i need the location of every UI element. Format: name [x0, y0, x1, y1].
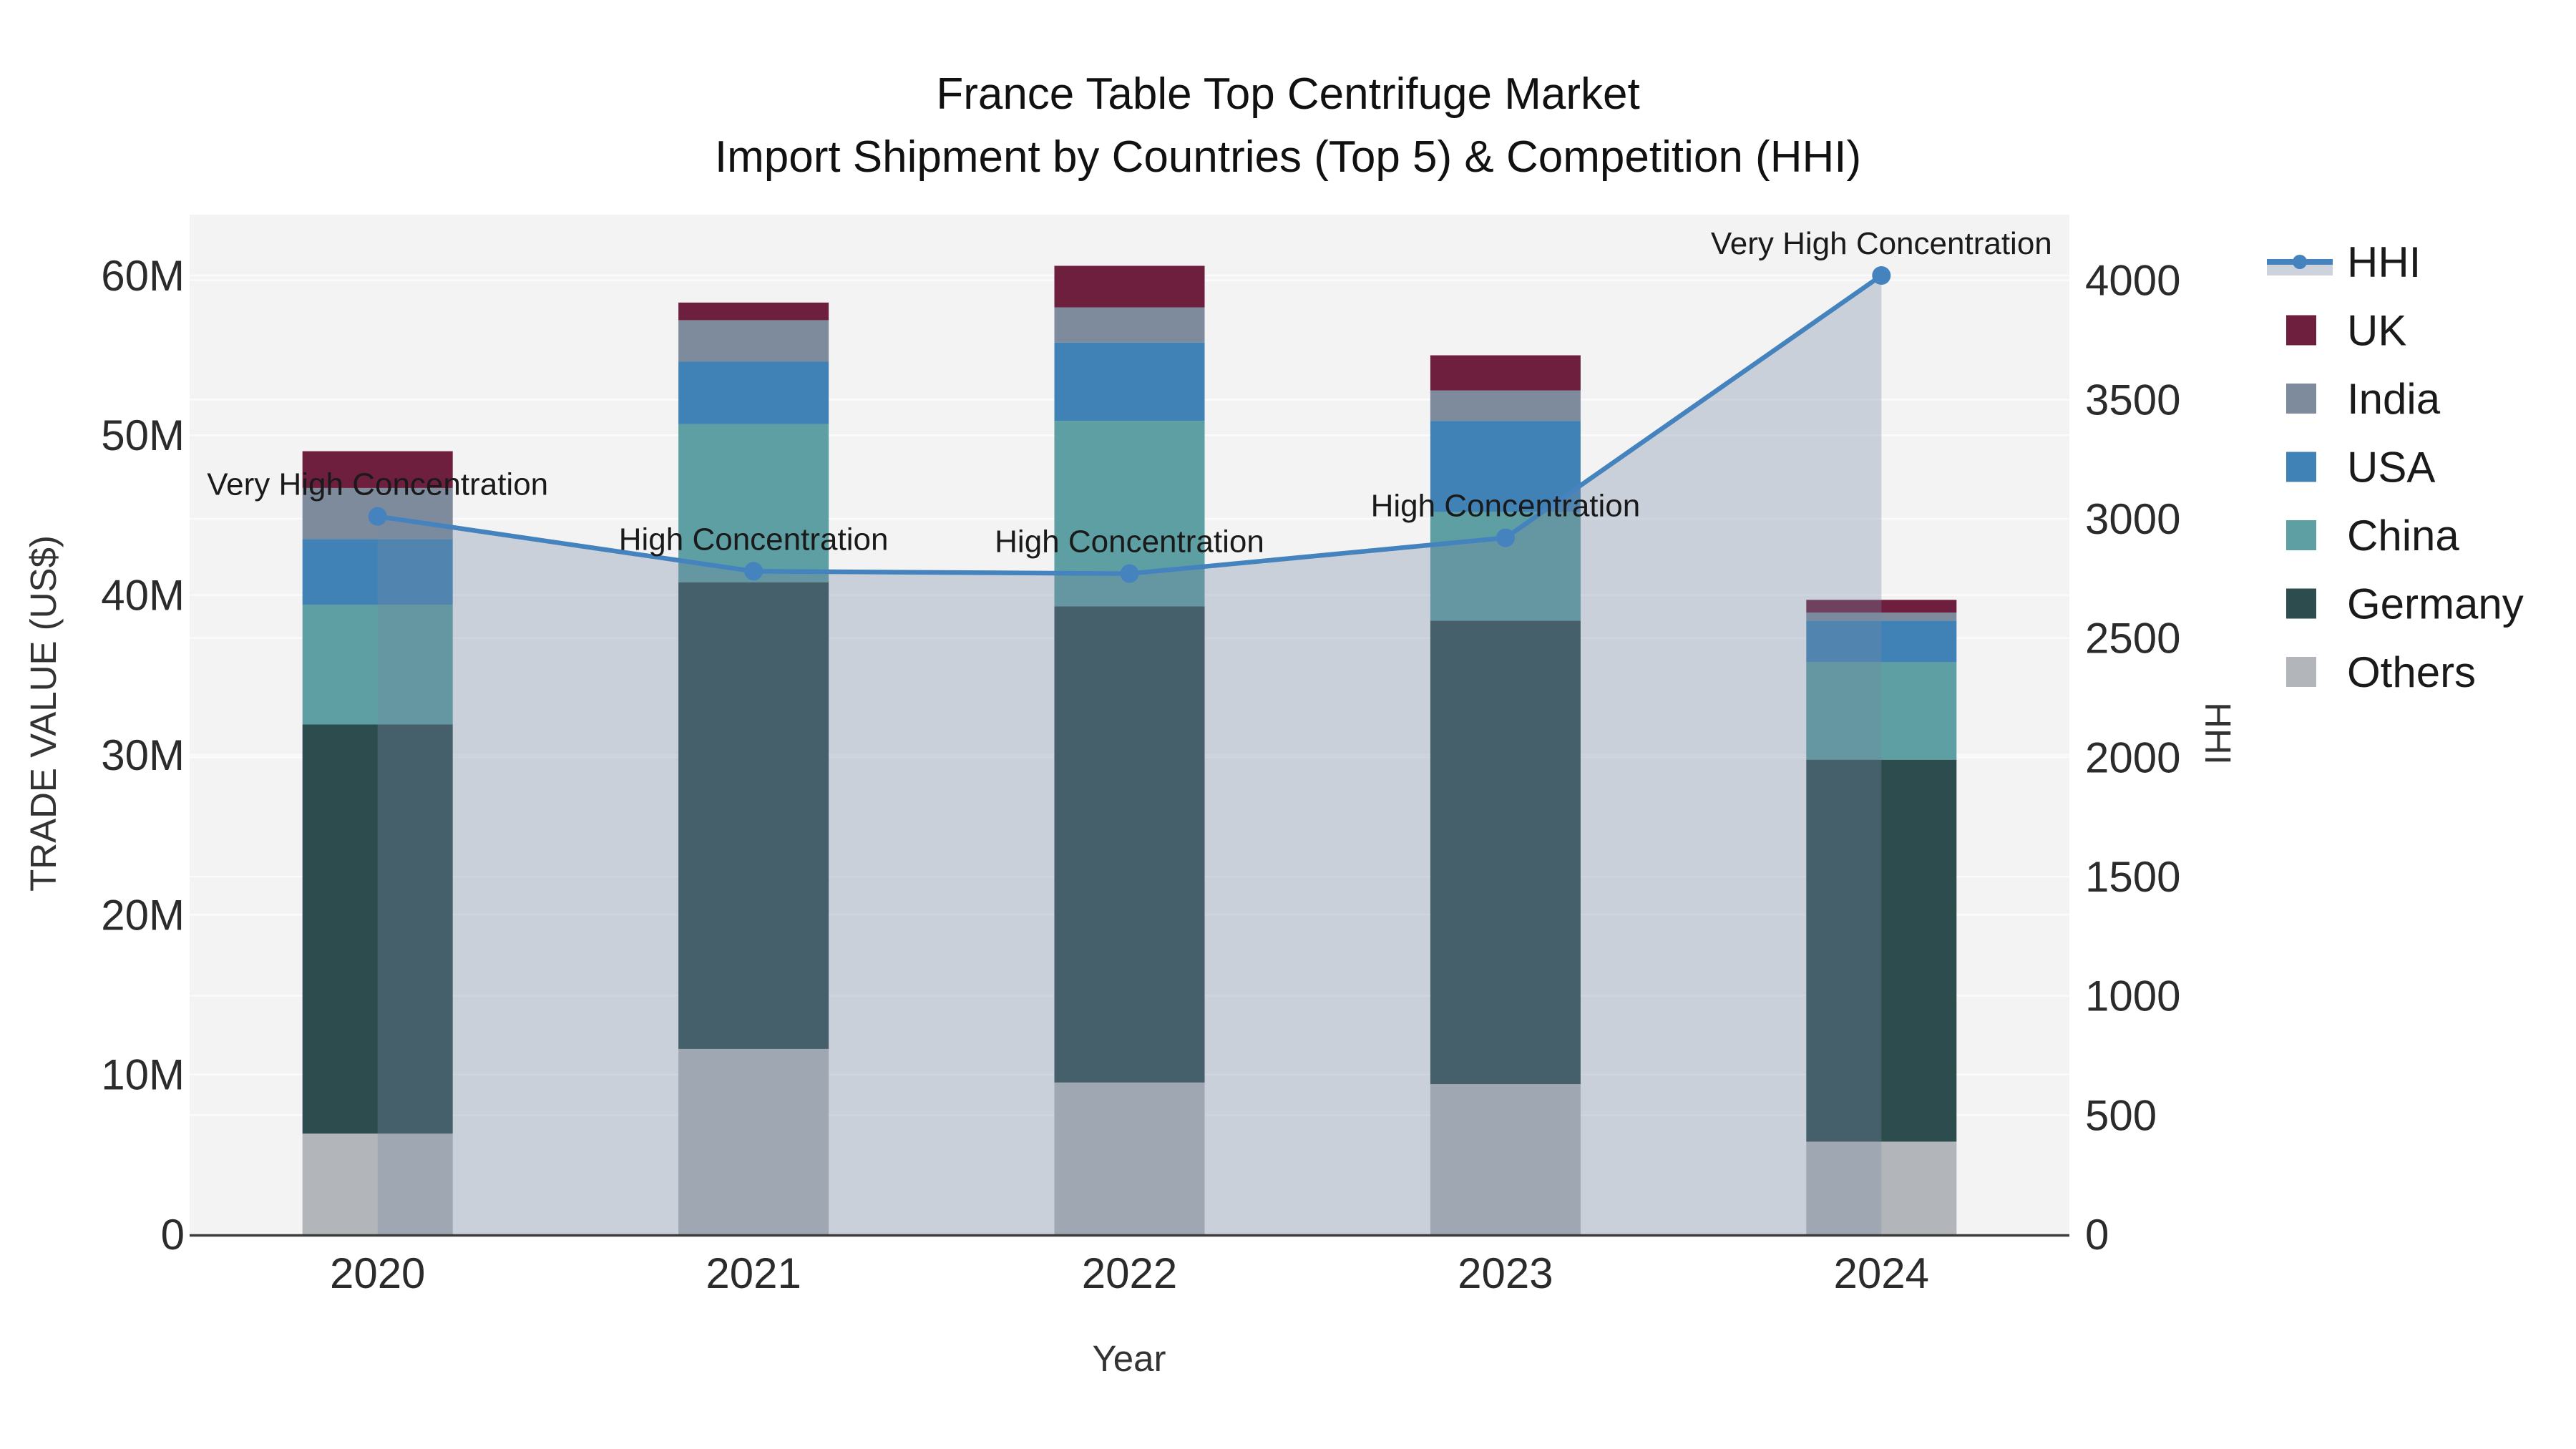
hhi-marker-2020[interactable] [368, 507, 387, 526]
y-right-tick-3000: 3000 [2085, 495, 2180, 543]
y-right-tick-2500: 2500 [2085, 615, 2180, 663]
legend-swatch-china [2286, 520, 2316, 550]
bar-segment-germany-2021[interactable] [678, 582, 829, 1049]
bar-segment-uk-2022[interactable] [1054, 265, 1205, 308]
hhi-area-fill [377, 275, 1882, 1234]
bar-segment-uk-2021[interactable] [678, 302, 829, 321]
bar-segment-uk-2023[interactable] [1430, 355, 1581, 391]
hhi-line-layer [368, 266, 1891, 583]
legend-label-germany: Germany [2347, 580, 2524, 628]
bar-segment-germany-2024[interactable] [1806, 759, 1957, 1142]
hhi-marker-2024[interactable] [1872, 266, 1891, 285]
x-tick-2020: 2020 [330, 1249, 425, 1297]
y-right-tick-4000: 4000 [2085, 257, 2180, 305]
legend-item-hhi[interactable]: HHI [2267, 238, 2421, 286]
legend-label-china: China [2347, 512, 2459, 560]
hhi-marker-2021[interactable] [744, 562, 763, 581]
annotation-2020: Very High Concentration [207, 467, 548, 502]
bar-segment-uk-2020[interactable] [302, 451, 453, 488]
legend-swatch-usa [2286, 452, 2316, 482]
y-left-tick-60M: 60M [101, 252, 185, 300]
bar-segment-uk-2024[interactable] [1806, 600, 1957, 613]
annotation-2024: Very High Concentration [1711, 226, 2052, 261]
legend: HHI UK India USA China Germany Others [2267, 238, 2524, 696]
x-tick-2024: 2024 [1834, 1249, 1929, 1297]
chart-title-line2: Import Shipment by Countries (Top 5) & C… [715, 132, 1861, 182]
bar-segment-usa-2023[interactable] [1430, 421, 1581, 512]
bar-segment-others-2020[interactable] [302, 1133, 453, 1234]
bars-layer [302, 265, 1957, 1234]
y-right-tick-0: 0 [2085, 1211, 2109, 1259]
bar-segment-usa-2024[interactable] [1806, 620, 1957, 663]
bar-segment-others-2021[interactable] [678, 1048, 829, 1234]
bar-segment-germany-2023[interactable] [1430, 620, 1581, 1085]
y-right-tick-2000: 2000 [2085, 733, 2180, 781]
bar-segment-india-2023[interactable] [1430, 390, 1581, 421]
y-right-tick-1000: 1000 [2085, 972, 2180, 1020]
bar-segment-china-2021[interactable] [678, 424, 829, 582]
x-tick-2023: 2023 [1458, 1249, 1553, 1297]
y-left-tick-40M: 40M [101, 572, 185, 620]
legend-item-germany[interactable]: Germany [2286, 580, 2524, 628]
bar-segment-india-2021[interactable] [678, 320, 829, 362]
y-axis-title-right: HHI [2197, 702, 2238, 765]
legend-hhi-band [2267, 265, 2333, 275]
x-tick-2022: 2022 [1082, 1249, 1177, 1297]
legend-swatch-uk [2286, 315, 2316, 346]
legend-item-china[interactable]: China [2286, 512, 2459, 560]
annotation-2022: High Concentration [995, 525, 1264, 560]
bar-segment-others-2024[interactable] [1806, 1141, 1957, 1234]
legend-swatch-germany [2286, 588, 2316, 619]
legend-hhi-marker [2293, 255, 2307, 269]
y-left-tick-30M: 30M [101, 731, 185, 779]
bar-segment-others-2023[interactable] [1430, 1084, 1581, 1234]
annotations-layer: Very High Concentration High Concentratio… [207, 226, 2052, 560]
hhi-marker-2022[interactable] [1120, 564, 1139, 583]
bar-segment-germany-2022[interactable] [1054, 606, 1205, 1083]
legend-item-uk[interactable]: UK [2286, 307, 2406, 355]
y-left-tick-0: 0 [161, 1211, 185, 1259]
y-right-tick-1500: 1500 [2085, 853, 2180, 901]
bar-segment-india-2024[interactable] [1806, 613, 1957, 621]
x-axis-title: Year [1092, 1338, 1166, 1379]
bar-segment-usa-2022[interactable] [1054, 342, 1205, 421]
bar-segment-others-2022[interactable] [1054, 1082, 1205, 1234]
y-right-tick-500: 500 [2085, 1091, 2157, 1139]
bar-segment-usa-2021[interactable] [678, 361, 829, 424]
bar-segment-china-2020[interactable] [302, 604, 453, 725]
bar-segment-usa-2020[interactable] [302, 539, 453, 605]
y-left-tick-50M: 50M [101, 411, 185, 459]
legend-item-usa[interactable]: USA [2286, 444, 2435, 492]
chart-title-line1: France Table Top Centrifuge Market [936, 69, 1639, 119]
legend-label-hhi: HHI [2347, 238, 2421, 286]
hhi-marker-2023[interactable] [1496, 528, 1515, 547]
legend-swatch-others [2286, 657, 2316, 687]
bar-segment-india-2022[interactable] [1054, 307, 1205, 343]
annotation-2021: High Concentration [619, 522, 889, 557]
legend-label-usa: USA [2347, 444, 2435, 492]
y-left-tick-20M: 20M [101, 891, 185, 939]
bar-segment-china-2024[interactable] [1806, 662, 1957, 760]
tick-labels-layer: 0 10M 20M 30M 40M 50M 60M 0 500 1000 1500 2000 2500 3… [101, 252, 2180, 1297]
legend-swatch-india [2286, 384, 2316, 414]
legend-label-india: India [2347, 375, 2441, 423]
y-right-tick-3500: 3500 [2085, 376, 2180, 424]
y-axis-title-left: TRADE VALUE (US$) [23, 535, 64, 892]
legend-item-india[interactable]: India [2286, 375, 2441, 423]
y-left-tick-10M: 10M [101, 1051, 185, 1099]
legend-label-uk: UK [2347, 307, 2406, 355]
x-tick-2021: 2021 [706, 1249, 801, 1297]
hhi-area-layer [377, 275, 1882, 1234]
legend-label-others: Others [2347, 648, 2476, 696]
annotation-2023: High Concentration [1371, 489, 1641, 524]
legend-item-others[interactable]: Others [2286, 648, 2476, 696]
bar-segment-germany-2020[interactable] [302, 724, 453, 1134]
